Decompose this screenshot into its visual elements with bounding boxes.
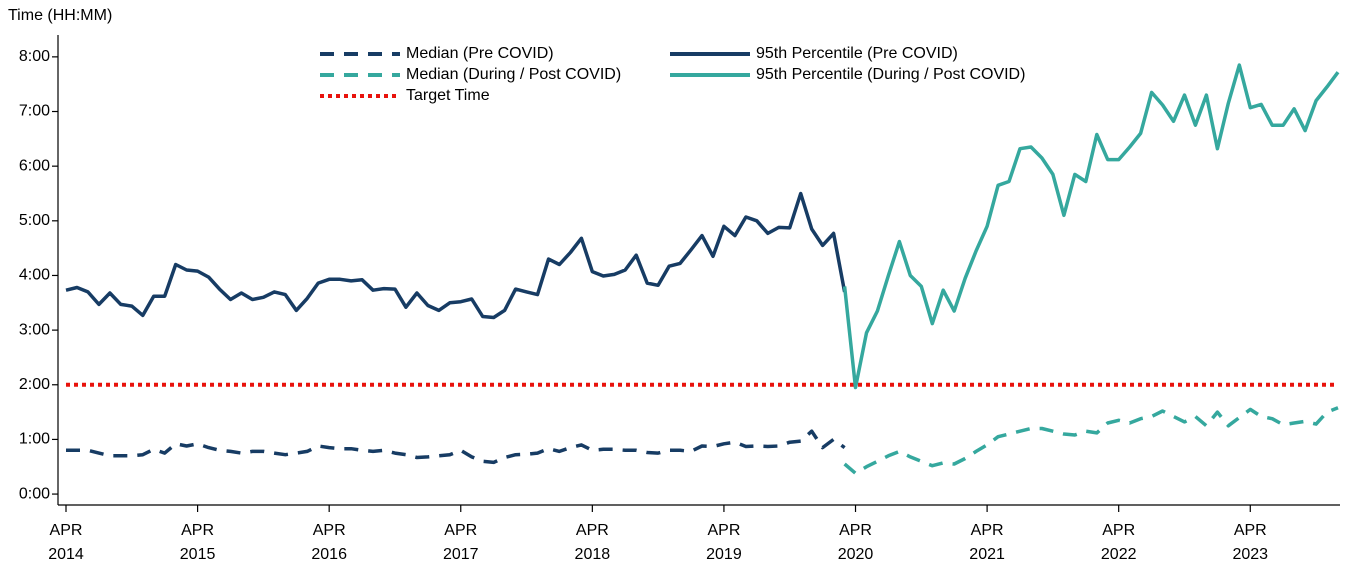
x-tick-label: APR 2023	[1232, 522, 1268, 563]
y-axis-label: Time (HH:MM)	[8, 7, 112, 24]
y-tick-label: 7:00	[19, 103, 50, 120]
y-tick-label: 3:00	[19, 321, 50, 338]
x-tick-label: APR 2018	[575, 522, 611, 563]
legend-label: Median (During / Post COVID)	[406, 66, 621, 83]
y-tick-label: 6:00	[19, 157, 50, 174]
y-tick-label: 8:00	[19, 48, 50, 65]
x-tick-label: APR 2014	[48, 522, 84, 563]
legend-label: Median (Pre COVID)	[406, 45, 554, 62]
y-tick-label: 1:00	[19, 431, 50, 448]
series-line	[842, 63, 1340, 390]
y-tick-label: 4:00	[19, 267, 50, 284]
y-tick-label: 2:00	[19, 376, 50, 393]
series-line	[66, 429, 846, 465]
x-tick-label: APR 2022	[1101, 522, 1137, 563]
legend-label: 95th Percentile (During / Post COVID)	[756, 66, 1025, 83]
series-line	[65, 191, 847, 320]
series-line	[843, 406, 1339, 476]
x-tick-label: APR 2017	[443, 522, 479, 563]
y-tick-label: 5:00	[19, 212, 50, 229]
x-tick-label: APR 2016	[311, 522, 347, 563]
y-tick-label: 0:00	[19, 485, 50, 502]
x-tick-label: APR 2021	[969, 522, 1005, 563]
legend-label: 95th Percentile (Pre COVID)	[756, 45, 958, 62]
x-tick-label: APR 2020	[838, 522, 874, 563]
x-tick-label: APR 2019	[706, 522, 742, 563]
x-tick-label: APR 2015	[180, 522, 216, 563]
legend-label: Target Time	[406, 87, 490, 104]
